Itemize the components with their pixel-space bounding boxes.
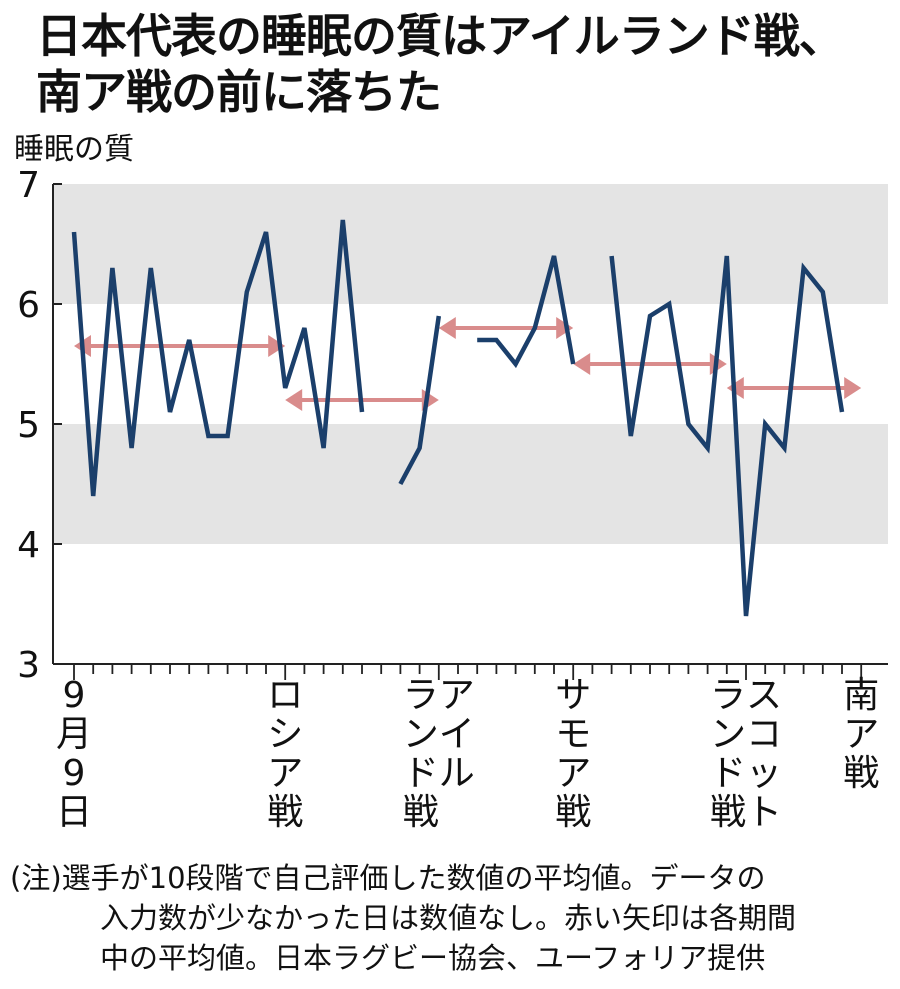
event-label-char: コ bbox=[746, 714, 782, 755]
event-label-char: ド bbox=[710, 753, 746, 794]
footnote-line-1: (注)選手が10段階で自己評価した数値の平均値。データの bbox=[10, 861, 766, 895]
event-label-char: ラ bbox=[403, 675, 439, 716]
grid-band bbox=[53, 184, 888, 304]
event-label-char: ン bbox=[710, 714, 746, 755]
event-label-char: ス bbox=[746, 675, 782, 716]
arrow-head-right bbox=[844, 377, 862, 399]
event-label-char: 戦 bbox=[710, 792, 746, 833]
chart-title-line-1: 日本代表の睡眠の質はアイルランド戦、 bbox=[36, 9, 845, 63]
series-line bbox=[398, 315, 442, 486]
event-label-char: ト bbox=[746, 792, 782, 833]
arrow-head-left bbox=[573, 353, 591, 375]
event-label-char: 戦 bbox=[267, 792, 303, 833]
chart-title-line-2: 南ア戦の前に落ちた bbox=[36, 65, 442, 119]
period-average-arrow bbox=[438, 317, 574, 339]
period-average-arrow bbox=[573, 353, 727, 375]
event-label-char: ン bbox=[403, 714, 439, 755]
event-label-char: 9 bbox=[63, 675, 86, 716]
y-tick-label: 3 bbox=[17, 645, 40, 686]
event-label-char: サ bbox=[555, 675, 591, 716]
y-tick-label: 5 bbox=[17, 405, 40, 446]
event-label-char: 月 bbox=[56, 714, 92, 755]
series-line bbox=[477, 255, 576, 369]
footnote-line-3: 中の平均値。日本ラグビー協会、ユーフォリア提供 bbox=[100, 941, 766, 975]
y-axis-label: 睡眠の質 bbox=[14, 132, 134, 167]
x-event-label: アイルランド戦 bbox=[403, 675, 475, 833]
event-label-char: ル bbox=[439, 753, 475, 794]
y-tick-label: 6 bbox=[17, 285, 40, 326]
event-label-char: ド bbox=[403, 753, 439, 794]
event-label-char: ア bbox=[555, 753, 591, 794]
arrow-head-left bbox=[285, 389, 303, 411]
event-label-char: 9 bbox=[63, 753, 86, 794]
footnote-line-2: 入力数が少なかった日は数値なし。赤い矢印は各期間 bbox=[100, 901, 797, 935]
event-label-char: シ bbox=[267, 714, 303, 755]
series-line bbox=[609, 255, 845, 617]
event-label-char: ア bbox=[439, 675, 475, 716]
event-label-char: ロ bbox=[267, 675, 303, 716]
y-tick-label: 4 bbox=[17, 525, 40, 566]
event-label-char: ア bbox=[843, 714, 879, 755]
event-label-char: イ bbox=[439, 714, 475, 755]
event-label-char: 戦 bbox=[403, 792, 439, 833]
x-event-label: 南ア戦 bbox=[843, 675, 879, 794]
footnote: (注)選手が10段階で自己評価した数値の平均値。データの 入力数が少なかった日は… bbox=[10, 858, 890, 978]
event-label-char: ッ bbox=[746, 753, 782, 794]
series-line bbox=[71, 219, 365, 497]
event-label-char: 戦 bbox=[555, 792, 591, 833]
event-label-char: ア bbox=[267, 753, 303, 794]
arrow-head-right bbox=[268, 335, 286, 357]
arrow-head-left bbox=[438, 317, 456, 339]
event-label-char: ラ bbox=[710, 675, 746, 716]
event-label-char: 日 bbox=[56, 792, 92, 833]
event-label-char: 南 bbox=[843, 675, 879, 716]
event-label-char: モ bbox=[555, 714, 591, 755]
event-label-char: 戦 bbox=[843, 753, 879, 794]
y-tick-label: 7 bbox=[17, 165, 40, 206]
grid-band bbox=[53, 424, 888, 544]
chart-title: 日本代表の睡眠の質はアイルランド戦、 南ア戦の前に落ちた bbox=[36, 8, 886, 120]
